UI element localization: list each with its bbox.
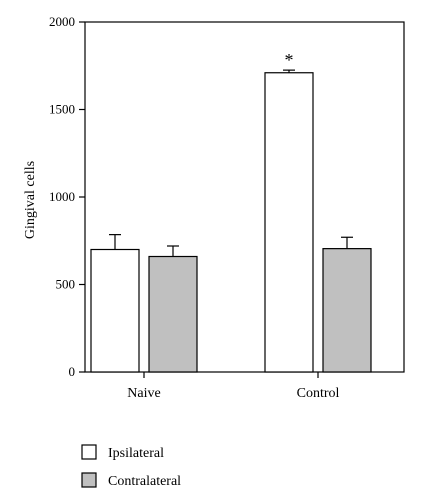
plot-area: 0 500 1000 1500 2000 Naive Control * bbox=[49, 14, 405, 401]
bar bbox=[264, 72, 314, 373]
y-tick-label: 1500 bbox=[49, 102, 75, 117]
significance-marker: * bbox=[285, 50, 294, 70]
legend-swatch bbox=[81, 444, 97, 460]
legend-label: Ipsilateral bbox=[108, 446, 164, 461]
y-axis-title: Gingival cells bbox=[23, 161, 38, 239]
y-tick-label: 1000 bbox=[49, 189, 75, 204]
legend-label: Contralateral bbox=[108, 474, 181, 489]
y-tick-label: 2000 bbox=[49, 14, 75, 29]
y-tick-label: 500 bbox=[56, 277, 76, 292]
y-tick-label: 0 bbox=[69, 364, 76, 379]
x-tick-label: Control bbox=[297, 386, 340, 401]
legend: Ipsilateral Contralateral bbox=[81, 444, 181, 489]
legend-swatch bbox=[81, 472, 97, 488]
bar bbox=[148, 255, 198, 373]
bar bbox=[322, 248, 372, 373]
x-tick-label: Naive bbox=[127, 386, 160, 401]
bar bbox=[90, 248, 140, 373]
